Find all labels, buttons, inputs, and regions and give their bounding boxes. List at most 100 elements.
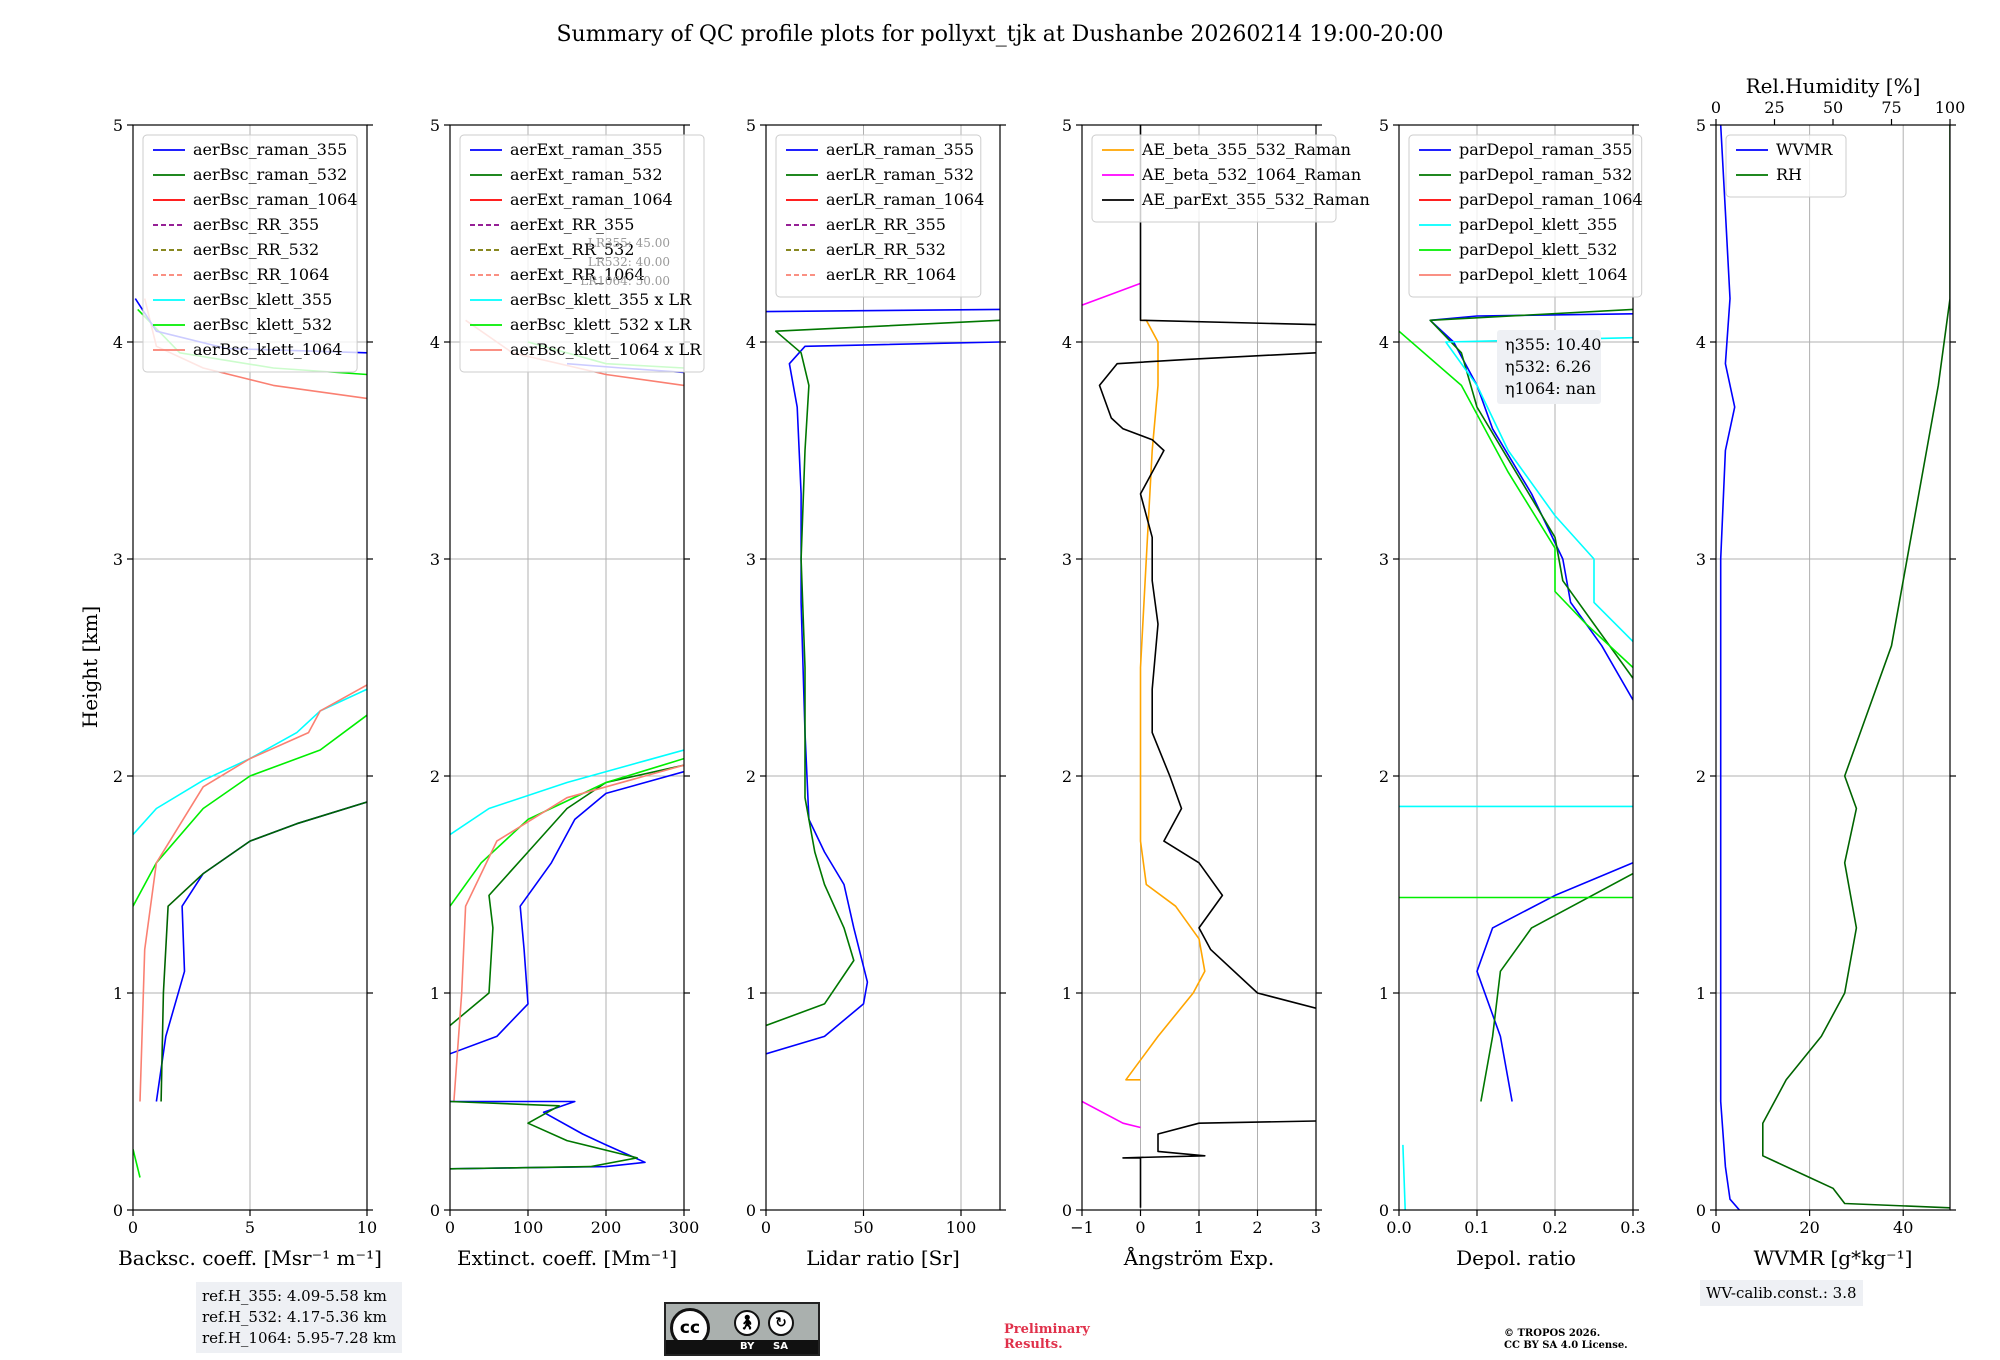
series-aerLR_raman_355	[766, 341, 1000, 1055]
y-tick-label: 2	[746, 767, 756, 786]
x-tick-label: 0.1	[1464, 1218, 1489, 1237]
axes-frame	[765, 124, 1001, 1211]
eta-label: η355: 10.40	[1505, 335, 1601, 354]
y-tick-label: 3	[1696, 550, 1706, 569]
legend-label: aerBsc_klett_1064 x LR	[510, 340, 702, 359]
preliminary-line-2: Results.	[1004, 1337, 1063, 1352]
x-tick-label: 0.2	[1542, 1218, 1567, 1237]
cc-sa-label: SA	[773, 1341, 788, 1352]
legend-label: parDepol_klett_532	[1459, 240, 1617, 259]
series-aerBsc_klett_1064	[139, 684, 367, 1102]
series-aerBsc_raman_532	[160, 801, 367, 1102]
y-tick-label: 4	[746, 333, 756, 352]
cc-by-label: BY	[740, 1341, 755, 1352]
ref-height-1064: ref.H_1064: 5.95-7.28 km	[202, 1329, 397, 1347]
legend-label: aerBsc_klett_355 x LR	[510, 290, 692, 309]
series-aerBsc_raman_355	[155, 801, 367, 1102]
series-AE_beta_355_532_Raman	[1125, 319, 1206, 1081]
y-tick-label: 5	[430, 116, 440, 135]
legend-box	[1408, 134, 1643, 298]
reference-height-box: ref.H_355: 4.09-5.58 km ref.H_532: 4.17-…	[196, 1282, 403, 1353]
y-tick-label: 1	[746, 984, 756, 1003]
top-x-axis-label: Rel.Humidity [%]	[1746, 74, 1921, 98]
legend-box	[1091, 134, 1337, 223]
x-tick-label: 200	[591, 1218, 622, 1237]
legend-label: AE_beta_355_532_Raman	[1141, 140, 1351, 159]
lr-label: LR355: 45.00	[588, 236, 670, 250]
series-aerExt_raman_532	[450, 764, 684, 1027]
y-tick-label: 3	[1379, 550, 1389, 569]
series-parDepol_raman_532	[1480, 872, 1633, 1102]
cc-license-badge: cc 🚶︎ ↻ BY SA	[664, 1302, 820, 1356]
y-tick-label: 5	[1696, 116, 1706, 135]
x-axis-label: Extinct. coeff. [Mm⁻¹]	[457, 1246, 677, 1270]
series-group	[450, 319, 684, 1170]
series-parDepol_klett_532_upper	[1399, 330, 1633, 669]
y-tick-label: 1	[430, 984, 440, 1003]
eta-label: η532: 6.26	[1505, 357, 1591, 376]
legend-label: parDepol_raman_355	[1459, 140, 1632, 159]
x-tick-label: 40	[1893, 1218, 1913, 1237]
series-parDepol_klett_355_bottom	[1402, 1144, 1406, 1210]
series-RH	[1762, 125, 1950, 1209]
legend-label: aerExt_raman_1064	[510, 190, 673, 209]
legend-label: AE_parExt_355_532_Raman	[1141, 190, 1370, 209]
legend-label: aerBsc_raman_1064	[193, 190, 358, 209]
legend-label: aerLR_RR_532	[826, 240, 946, 259]
series-AE_parExt_355_532_Raman	[1098, 352, 1316, 1009]
series-aerExt_raman_532_low	[450, 1100, 639, 1170]
series-AE_beta_532_1064_top	[1082, 282, 1141, 306]
x-axis-label: Backsc. coeff. [Msr⁻¹ m⁻¹]	[118, 1246, 382, 1270]
legend-label: aerLR_RR_355	[826, 215, 946, 234]
y-tick-label: 4	[1696, 333, 1706, 352]
x-tick-label: 100	[946, 1218, 977, 1237]
x-axis-label: Lidar ratio [Sr]	[806, 1246, 960, 1270]
series-group	[1719, 125, 1950, 1210]
ref-height-532: ref.H_532: 4.17-5.36 km	[202, 1308, 387, 1326]
top-x-tick-label: 0	[1711, 98, 1721, 117]
y-tick-label: 3	[113, 550, 123, 569]
x-tick-label: 0.0	[1386, 1218, 1411, 1237]
x-axis-label: WVMR [g*kg⁻¹]	[1754, 1246, 1913, 1270]
panel-wvmr: 0 20 40 0 1 2 3 4 5 WVMR [g*kg⁻¹] 0 25 50 75 100 Rel.Hu…	[1696, 74, 1965, 1270]
legend-label: aerLR_RR_1064	[826, 265, 956, 284]
legend-label: aerBsc_RR_532	[193, 240, 319, 259]
y-tick-label: 4	[430, 333, 440, 352]
y-tick-label: 2	[1379, 767, 1389, 786]
y-tick-label: 4	[1062, 333, 1072, 352]
x-tick-label: 100	[513, 1218, 544, 1237]
legend-label: WVMR	[1776, 140, 1833, 159]
eta-label: η1064: nan	[1505, 379, 1596, 398]
y-tick-label: 5	[113, 116, 123, 135]
x-tick-label: 0	[1135, 1218, 1145, 1237]
share-alike-icon: ↻	[768, 1310, 794, 1336]
series-group	[1399, 308, 1633, 1210]
y-tick-label: 5	[1379, 116, 1389, 135]
legend-label: RH	[1776, 165, 1802, 184]
lr-label: LR1064: 50.00	[580, 274, 670, 288]
x-axis-label: Depol. ratio	[1456, 1246, 1576, 1270]
x-tick-label: 2	[1252, 1218, 1262, 1237]
legend-box	[142, 134, 358, 373]
x-tick-label: 0	[128, 1218, 138, 1237]
legend: AE_beta_355_532_Raman AE_beta_532_1064_Ra…	[1091, 134, 1370, 223]
series-aerExt_raman_355_low	[450, 1100, 646, 1170]
legend-label: aerLR_raman_532	[826, 165, 974, 184]
y-axis-label: Height [km]	[78, 606, 102, 728]
x-tick-label: 1	[1194, 1218, 1204, 1237]
preliminary-line-1: Preliminary	[1004, 1322, 1090, 1337]
legend-label: aerExt_RR_355	[510, 215, 634, 234]
legend-label: aerLR_raman_355	[826, 140, 974, 159]
top-x-tick-label: 100	[1935, 98, 1966, 117]
series-group	[766, 308, 1000, 1055]
legend: aerBsc_raman_355 aerBsc_raman_532 aerBsc_r…	[142, 134, 358, 373]
copyright-line-1: © TROPOS 2026.	[1504, 1328, 1601, 1339]
series-aerLR_raman_532	[766, 319, 1000, 1027]
legend-label: aerExt_RR_532	[510, 240, 634, 259]
y-tick-label: 4	[1379, 333, 1389, 352]
axes-frame	[449, 124, 685, 1211]
legend-label: aerBsc_klett_532 x LR	[510, 315, 692, 334]
legend-box	[775, 134, 982, 298]
series-aerExt_raman_355	[450, 770, 684, 1055]
